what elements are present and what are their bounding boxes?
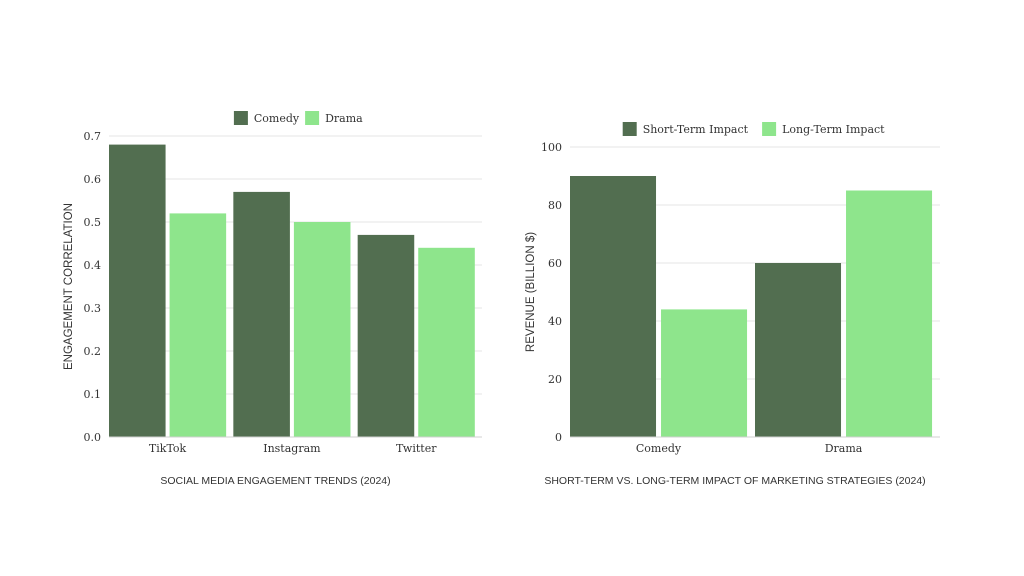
legend: Short-Term Impact Long-Term Impact — [622, 122, 885, 136]
bar-drama-twitter — [418, 247, 475, 437]
y-tick-label: 100 — [541, 141, 562, 154]
bar-short-term-impact-drama — [755, 263, 842, 437]
y-tick-label: 0.1 — [84, 388, 102, 401]
legend-swatch — [233, 111, 248, 125]
legend-swatch — [305, 111, 320, 125]
y-axis-label: REVENUE (BILLION $) — [525, 232, 537, 352]
chart-2: 0 20 40 60 80 100 Comedy Drama REVENUE (BILLION … — [525, 122, 940, 487]
x-tick-label: TikTok — [149, 442, 187, 455]
bar-long-term-impact-comedy — [661, 309, 748, 437]
legend-item-drama[interactable]: Drama — [305, 111, 363, 125]
bar-drama-tiktok — [169, 213, 227, 437]
y-tick-label: 80 — [548, 199, 562, 212]
x-tick-label: Twitter — [396, 442, 437, 455]
bar-long-term-impact-drama — [846, 190, 933, 437]
chart-1: 0.0 0.1 0.2 0.3 0.4 0.5 0.6 0.7 TikTok Instagram T… — [63, 111, 482, 487]
y-tick-label: 0.6 — [84, 173, 102, 186]
legend-label: Comedy — [254, 112, 300, 125]
y-tick-label: 0.0 — [84, 431, 102, 444]
legend-swatch — [622, 122, 637, 136]
y-tick-label: 40 — [548, 315, 562, 328]
y-tick-label: 20 — [548, 373, 562, 386]
bar-comedy-twitter — [357, 234, 415, 437]
y-tick-label: 60 — [548, 257, 562, 270]
y-tick-label: 0.7 — [84, 130, 102, 143]
legend-item-long-term-impact[interactable]: Long-Term Impact — [762, 122, 885, 136]
y-tick-label: 0 — [555, 431, 562, 444]
y-axis-label: ENGAGEMENT CORRELATION — [63, 203, 75, 370]
legend: Comedy Drama — [233, 111, 363, 125]
y-tick-label: 0.4 — [84, 259, 102, 272]
y-tick-label: 0.2 — [84, 345, 102, 358]
y-tick-label: 0.3 — [84, 302, 102, 315]
bar-short-term-impact-comedy — [570, 176, 657, 437]
legend-label: Long-Term Impact — [782, 123, 885, 136]
chart-title: SOCIAL MEDIA ENGAGEMENT TRENDS (2024) — [160, 475, 390, 487]
bar-comedy-tiktok — [109, 144, 166, 437]
x-tick-label: Comedy — [636, 442, 682, 455]
legend-item-comedy[interactable]: Comedy — [233, 111, 300, 125]
chart-title: SHORT-TERM VS. LONG-TERM IMPACT OF MARKE… — [544, 475, 925, 487]
x-tick-label: Instagram — [263, 442, 321, 455]
bar-comedy-instagram — [233, 191, 290, 437]
bar-drama-instagram — [293, 222, 351, 437]
legend-label: Drama — [325, 112, 363, 125]
y-tick-label: 0.5 — [84, 216, 102, 229]
x-tick-label: Drama — [825, 442, 863, 455]
legend-swatch — [762, 122, 777, 136]
legend-item-short-term-impact[interactable]: Short-Term Impact — [622, 122, 749, 136]
legend-label: Short-Term Impact — [643, 123, 749, 136]
